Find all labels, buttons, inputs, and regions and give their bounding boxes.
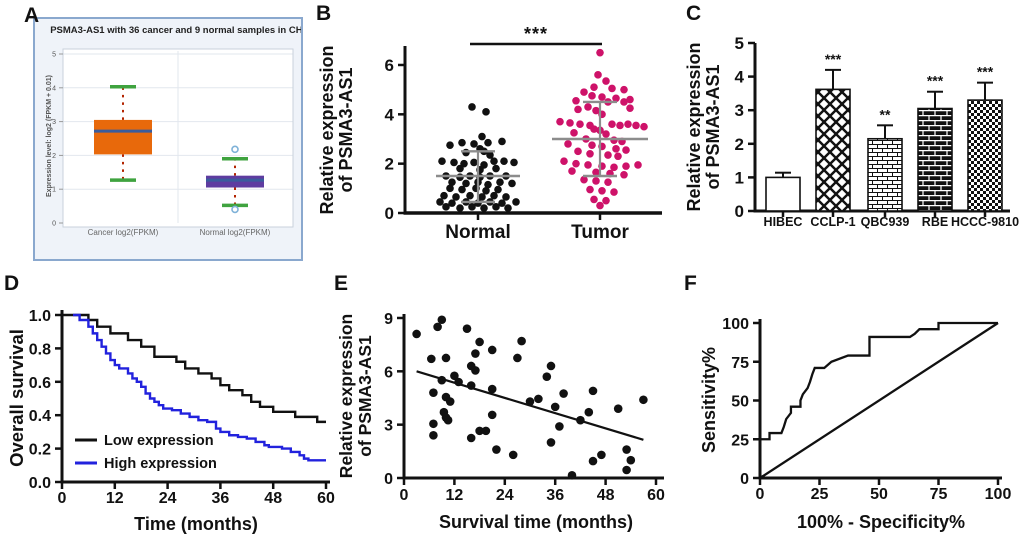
svg-text:0.0: 0.0 (29, 475, 51, 492)
svg-text:QBC939: QBC939 (861, 215, 910, 229)
panel-d: 0.0 0.2 0.4 0.6 0.8 1.0 0 12 24 36 48 60 Low express… (0, 270, 340, 541)
svg-text:1.0: 1.0 (29, 308, 51, 325)
panel-a: Cancer log2(FPKM) Normal log2(FPKM) 0 1 2 3 4 5… (33, 17, 303, 261)
svg-text:0: 0 (400, 487, 409, 504)
panel-e: 0 3 6 9 0 12 24 36 48 60 Survival time (months) Rel… (330, 270, 680, 541)
svg-text:5: 5 (735, 34, 744, 53)
boxplot-tcga-chol: Cancer log2(FPKM) Normal log2(FPKM) 0 1 2 3 4 5… (46, 25, 301, 237)
svg-text:0: 0 (52, 221, 56, 228)
svg-text:100% - Specificity%: 100% - Specificity% (797, 512, 965, 532)
svg-text:High expression: High expression (104, 456, 217, 472)
svg-text:Cancer log2(FPKM): Cancer log2(FPKM) (88, 228, 159, 237)
svg-text:36: 36 (546, 487, 564, 504)
svg-text:CCLP-1: CCLP-1 (810, 215, 855, 229)
svg-text:12: 12 (446, 487, 464, 504)
svg-text:Relative expressionof PSMA3-AS: Relative expressionof PSMA3-AS1 (336, 314, 375, 478)
svg-text:Time (months): Time (months) (134, 514, 258, 534)
svg-text:Tumor: Tumor (571, 222, 629, 243)
svg-text:0: 0 (735, 202, 744, 221)
svg-text:Expression level: log2 (FPKM +: Expression level: log2 (FPKM + 0.01) (46, 75, 53, 197)
svg-text:0: 0 (756, 486, 765, 503)
panel-b: 0 2 4 6 Normal Tumor *** Relative expressionof … (310, 20, 670, 255)
svg-text:60: 60 (317, 490, 335, 507)
dotplot-normal-tumor: 0 2 4 6 Normal Tumor *** Relative expressionof … (317, 24, 662, 243)
svg-text:HIBEC: HIBEC (764, 215, 803, 229)
barchart-cell-lines: 0 1 2 3 4 5 HIBEC *** CCLP-1 ** QBC939 *** RBE *** HCC… (684, 34, 1019, 229)
svg-text:3: 3 (52, 119, 56, 126)
svg-text:**: ** (880, 106, 891, 122)
svg-text:0: 0 (384, 471, 393, 488)
roc-curve: 0 25 50 75 100 0 25 50 75 100 100% - Specificity% S… (699, 316, 1012, 532)
panel-c-letter: C (686, 2, 702, 25)
panel-b-letter: B (316, 2, 332, 25)
svg-text:Survival time (months): Survival time (months) (439, 512, 633, 532)
svg-text:***: *** (977, 64, 994, 80)
svg-text:75: 75 (731, 355, 749, 372)
svg-text:60: 60 (647, 487, 665, 504)
svg-text:2: 2 (52, 153, 56, 160)
panel-e-letter: E (334, 272, 349, 295)
panel-d-letter: D (4, 272, 20, 295)
svg-text:5: 5 (52, 52, 56, 59)
svg-text:2: 2 (735, 135, 744, 154)
svg-text:***: *** (524, 24, 548, 44)
svg-text:1: 1 (735, 168, 744, 187)
svg-text:0: 0 (58, 490, 67, 507)
svg-text:Normal log2(FPKM): Normal log2(FPKM) (200, 228, 271, 237)
svg-text:50: 50 (870, 486, 888, 503)
svg-text:0.6: 0.6 (29, 375, 51, 392)
svg-text:RBE: RBE (922, 215, 948, 229)
svg-text:12: 12 (106, 490, 124, 507)
svg-text:***: *** (927, 73, 944, 89)
svg-text:24: 24 (496, 487, 514, 504)
svg-text:Normal: Normal (445, 222, 510, 243)
svg-text:Overall survival: Overall survival (6, 329, 27, 467)
svg-text:4: 4 (385, 105, 395, 124)
svg-text:50: 50 (731, 394, 749, 411)
svg-text:2: 2 (385, 155, 394, 174)
svg-text:25: 25 (731, 432, 749, 449)
svg-text:48: 48 (597, 487, 615, 504)
panel-c: 0 1 2 3 4 5 HIBEC *** CCLP-1 ** QBC939 *** RBE *** HCC… (680, 20, 1020, 255)
svg-text:Sensitivity%: Sensitivity% (699, 347, 719, 453)
svg-text:1: 1 (52, 187, 56, 194)
svg-text:0.8: 0.8 (29, 341, 51, 358)
svg-text:4: 4 (52, 85, 56, 92)
svg-text:100: 100 (985, 486, 1012, 503)
svg-text:Relative expressionof PSMA3-AS: Relative expressionof PSMA3-AS1 (684, 42, 723, 211)
panel-f-letter: F (684, 272, 697, 295)
svg-text:PSMA3-AS1 with 36 cancer and 9: PSMA3-AS1 with 36 cancer and 9 normal sa… (50, 25, 301, 36)
panel-a-letter: A (24, 4, 40, 27)
svg-text:Relative expressionof PSMA3-AS: Relative expressionof PSMA3-AS1 (317, 45, 356, 214)
svg-text:0.4: 0.4 (29, 408, 51, 425)
svg-text:***: *** (825, 51, 842, 67)
svg-text:75: 75 (930, 486, 948, 503)
svg-text:25: 25 (811, 486, 829, 503)
svg-text:24: 24 (159, 490, 177, 507)
svg-text:0: 0 (740, 471, 749, 488)
svg-text:0: 0 (385, 204, 394, 223)
svg-text:4: 4 (735, 68, 745, 87)
svg-text:48: 48 (264, 490, 282, 507)
svg-text:3: 3 (735, 101, 744, 120)
km-survival-curve: 0.0 0.2 0.4 0.6 0.8 1.0 0 12 24 36 48 60 Low express… (6, 308, 335, 534)
svg-text:3: 3 (384, 418, 393, 435)
svg-text:0.2: 0.2 (29, 442, 51, 459)
svg-text:Low expression: Low expression (104, 433, 214, 449)
svg-text:100: 100 (722, 316, 749, 333)
panel-f: 0 25 50 75 100 0 25 50 75 100 100% - Specificity% S… (680, 270, 1020, 541)
svg-text:6: 6 (384, 364, 393, 381)
svg-text:HCCC-9810: HCCC-9810 (951, 215, 1019, 229)
svg-text:6: 6 (385, 56, 394, 75)
svg-text:9: 9 (384, 311, 393, 328)
svg-text:36: 36 (212, 490, 230, 507)
